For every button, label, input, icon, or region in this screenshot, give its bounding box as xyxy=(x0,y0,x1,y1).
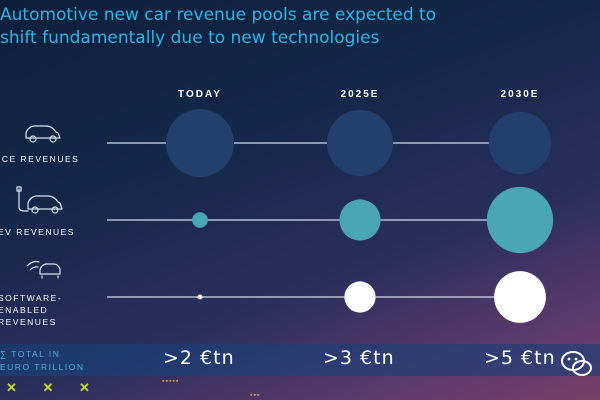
ev-bubble-today xyxy=(192,212,208,228)
title-line-1: Automotive new car revenue pools are exp… xyxy=(0,5,437,25)
software-bubble-2030e xyxy=(494,271,546,323)
total-value-2025e: >3 €tn xyxy=(323,347,395,369)
total-value-today: >2 €tn xyxy=(163,347,235,369)
ice-row-label-1: ICE REVENUES xyxy=(0,154,79,164)
title-line-2: shift fundamentally due to new technolog… xyxy=(0,28,380,48)
ev-bubble-2025e xyxy=(339,199,381,241)
column-header-today: TODAY xyxy=(178,89,222,100)
ice-bubble-2030e xyxy=(488,111,552,175)
ev-row-label-1: EV REVENUES xyxy=(0,227,75,237)
total-value-2030e: >5 €tn xyxy=(484,347,556,369)
column-header-2025e: 2025E xyxy=(341,89,380,100)
ice-bubble-2025e xyxy=(326,109,394,177)
car-outline-icon xyxy=(25,125,61,143)
total-label-line-1: ∑ TOTAL IN xyxy=(0,349,61,359)
software-bubble-2025e xyxy=(344,281,376,313)
footer-marks: ✕ ✕ ✕ xyxy=(6,380,101,395)
wechat-icon xyxy=(561,351,592,376)
software-bubble-today xyxy=(197,294,203,300)
connected-car-icon xyxy=(26,260,61,279)
software-row-label-2: ENABLED xyxy=(0,305,48,315)
total-band xyxy=(0,344,600,376)
footer-dots-a: ▪▪▪▪▪ xyxy=(162,378,180,385)
footer-dots-b: ▪▪▪ xyxy=(250,392,261,399)
page-title: Automotive new car revenue pools are exp… xyxy=(0,4,580,50)
software-row-label-1: SOFTWARE- xyxy=(0,293,62,303)
ev-car-plug-icon xyxy=(16,186,63,214)
ev-bubble-2030e xyxy=(486,186,554,254)
total-label-line-2: EURO TRILLION xyxy=(0,362,85,372)
column-header-2030e: 2030E xyxy=(501,89,540,100)
software-row-label-3: REVENUES xyxy=(0,317,57,327)
ice-bubble-today xyxy=(166,109,234,177)
